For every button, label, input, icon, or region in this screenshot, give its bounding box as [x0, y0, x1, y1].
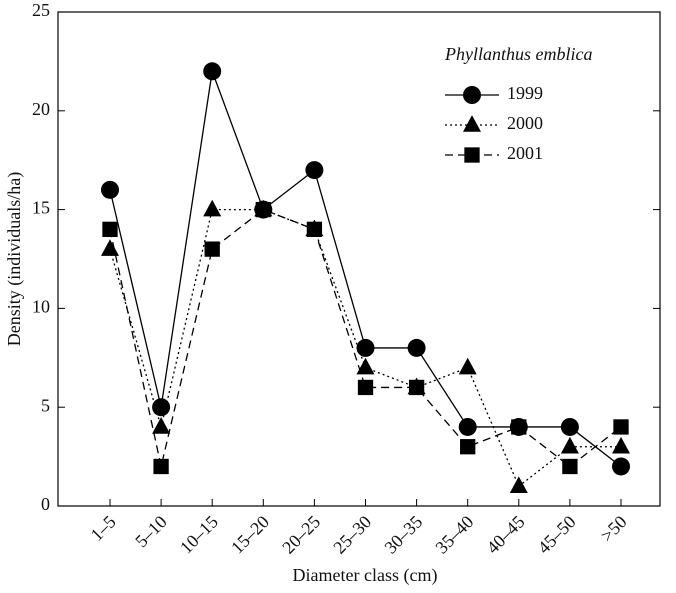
- legend-label: 2001: [507, 143, 543, 163]
- marker: [306, 221, 323, 238]
- series-line: [109, 208, 622, 468]
- marker: [612, 436, 630, 454]
- marker: [203, 199, 222, 217]
- marker: [612, 457, 630, 476]
- x-tick-label: 5–10: [131, 512, 171, 552]
- y-tick-label: 20: [32, 99, 50, 119]
- x-tick-label: 10–15: [176, 512, 222, 558]
- marker: [464, 147, 480, 163]
- x-tick-label: 45–50: [534, 512, 580, 558]
- marker: [101, 180, 119, 199]
- legend-label: 1999: [507, 83, 543, 103]
- legend-title: Phyllanthus emblica: [444, 44, 592, 64]
- marker: [560, 417, 579, 436]
- marker: [356, 357, 375, 375]
- marker: [407, 338, 426, 357]
- x-axis-label: Diameter class (cm): [293, 565, 438, 586]
- marker: [305, 161, 324, 180]
- y-tick-label: 5: [41, 395, 50, 415]
- marker: [102, 221, 118, 238]
- x-tick-label: 15–20: [227, 512, 273, 558]
- marker: [463, 86, 481, 104]
- x-tick-label: >50: [597, 512, 631, 546]
- plot-frame: [57, 11, 661, 507]
- marker: [562, 458, 578, 475]
- x-tick-label: 40–45: [483, 512, 529, 558]
- y-tick-label: 10: [32, 297, 50, 317]
- marker: [463, 115, 481, 132]
- marker: [152, 417, 171, 434]
- marker: [458, 357, 477, 375]
- marker: [460, 439, 476, 455]
- marker: [255, 201, 271, 218]
- marker: [356, 338, 375, 357]
- x-tick-label: 20–25: [278, 512, 324, 558]
- marker: [153, 458, 169, 475]
- marker: [101, 239, 119, 256]
- marker: [511, 419, 527, 435]
- marker: [204, 241, 220, 257]
- marker: [408, 379, 425, 396]
- marker: [613, 419, 629, 435]
- marker: [458, 417, 477, 436]
- series-line: [109, 71, 622, 467]
- marker: [152, 398, 171, 417]
- x-tick-label: 30–35: [380, 512, 426, 558]
- marker: [509, 476, 528, 493]
- y-axis-label: Density (individuals/ha): [4, 172, 25, 346]
- y-tick-label: 0: [41, 494, 50, 514]
- marker: [203, 62, 222, 81]
- y-tick-label: 25: [32, 0, 50, 20]
- x-tick-label: 1–5: [87, 512, 120, 545]
- marker: [357, 379, 374, 396]
- x-tick-label: 25–30: [329, 512, 375, 558]
- y-tick-label: 15: [32, 198, 50, 218]
- legend-label: 2000: [507, 113, 543, 133]
- x-tick-label: 35–40: [431, 512, 477, 558]
- marker: [560, 436, 579, 454]
